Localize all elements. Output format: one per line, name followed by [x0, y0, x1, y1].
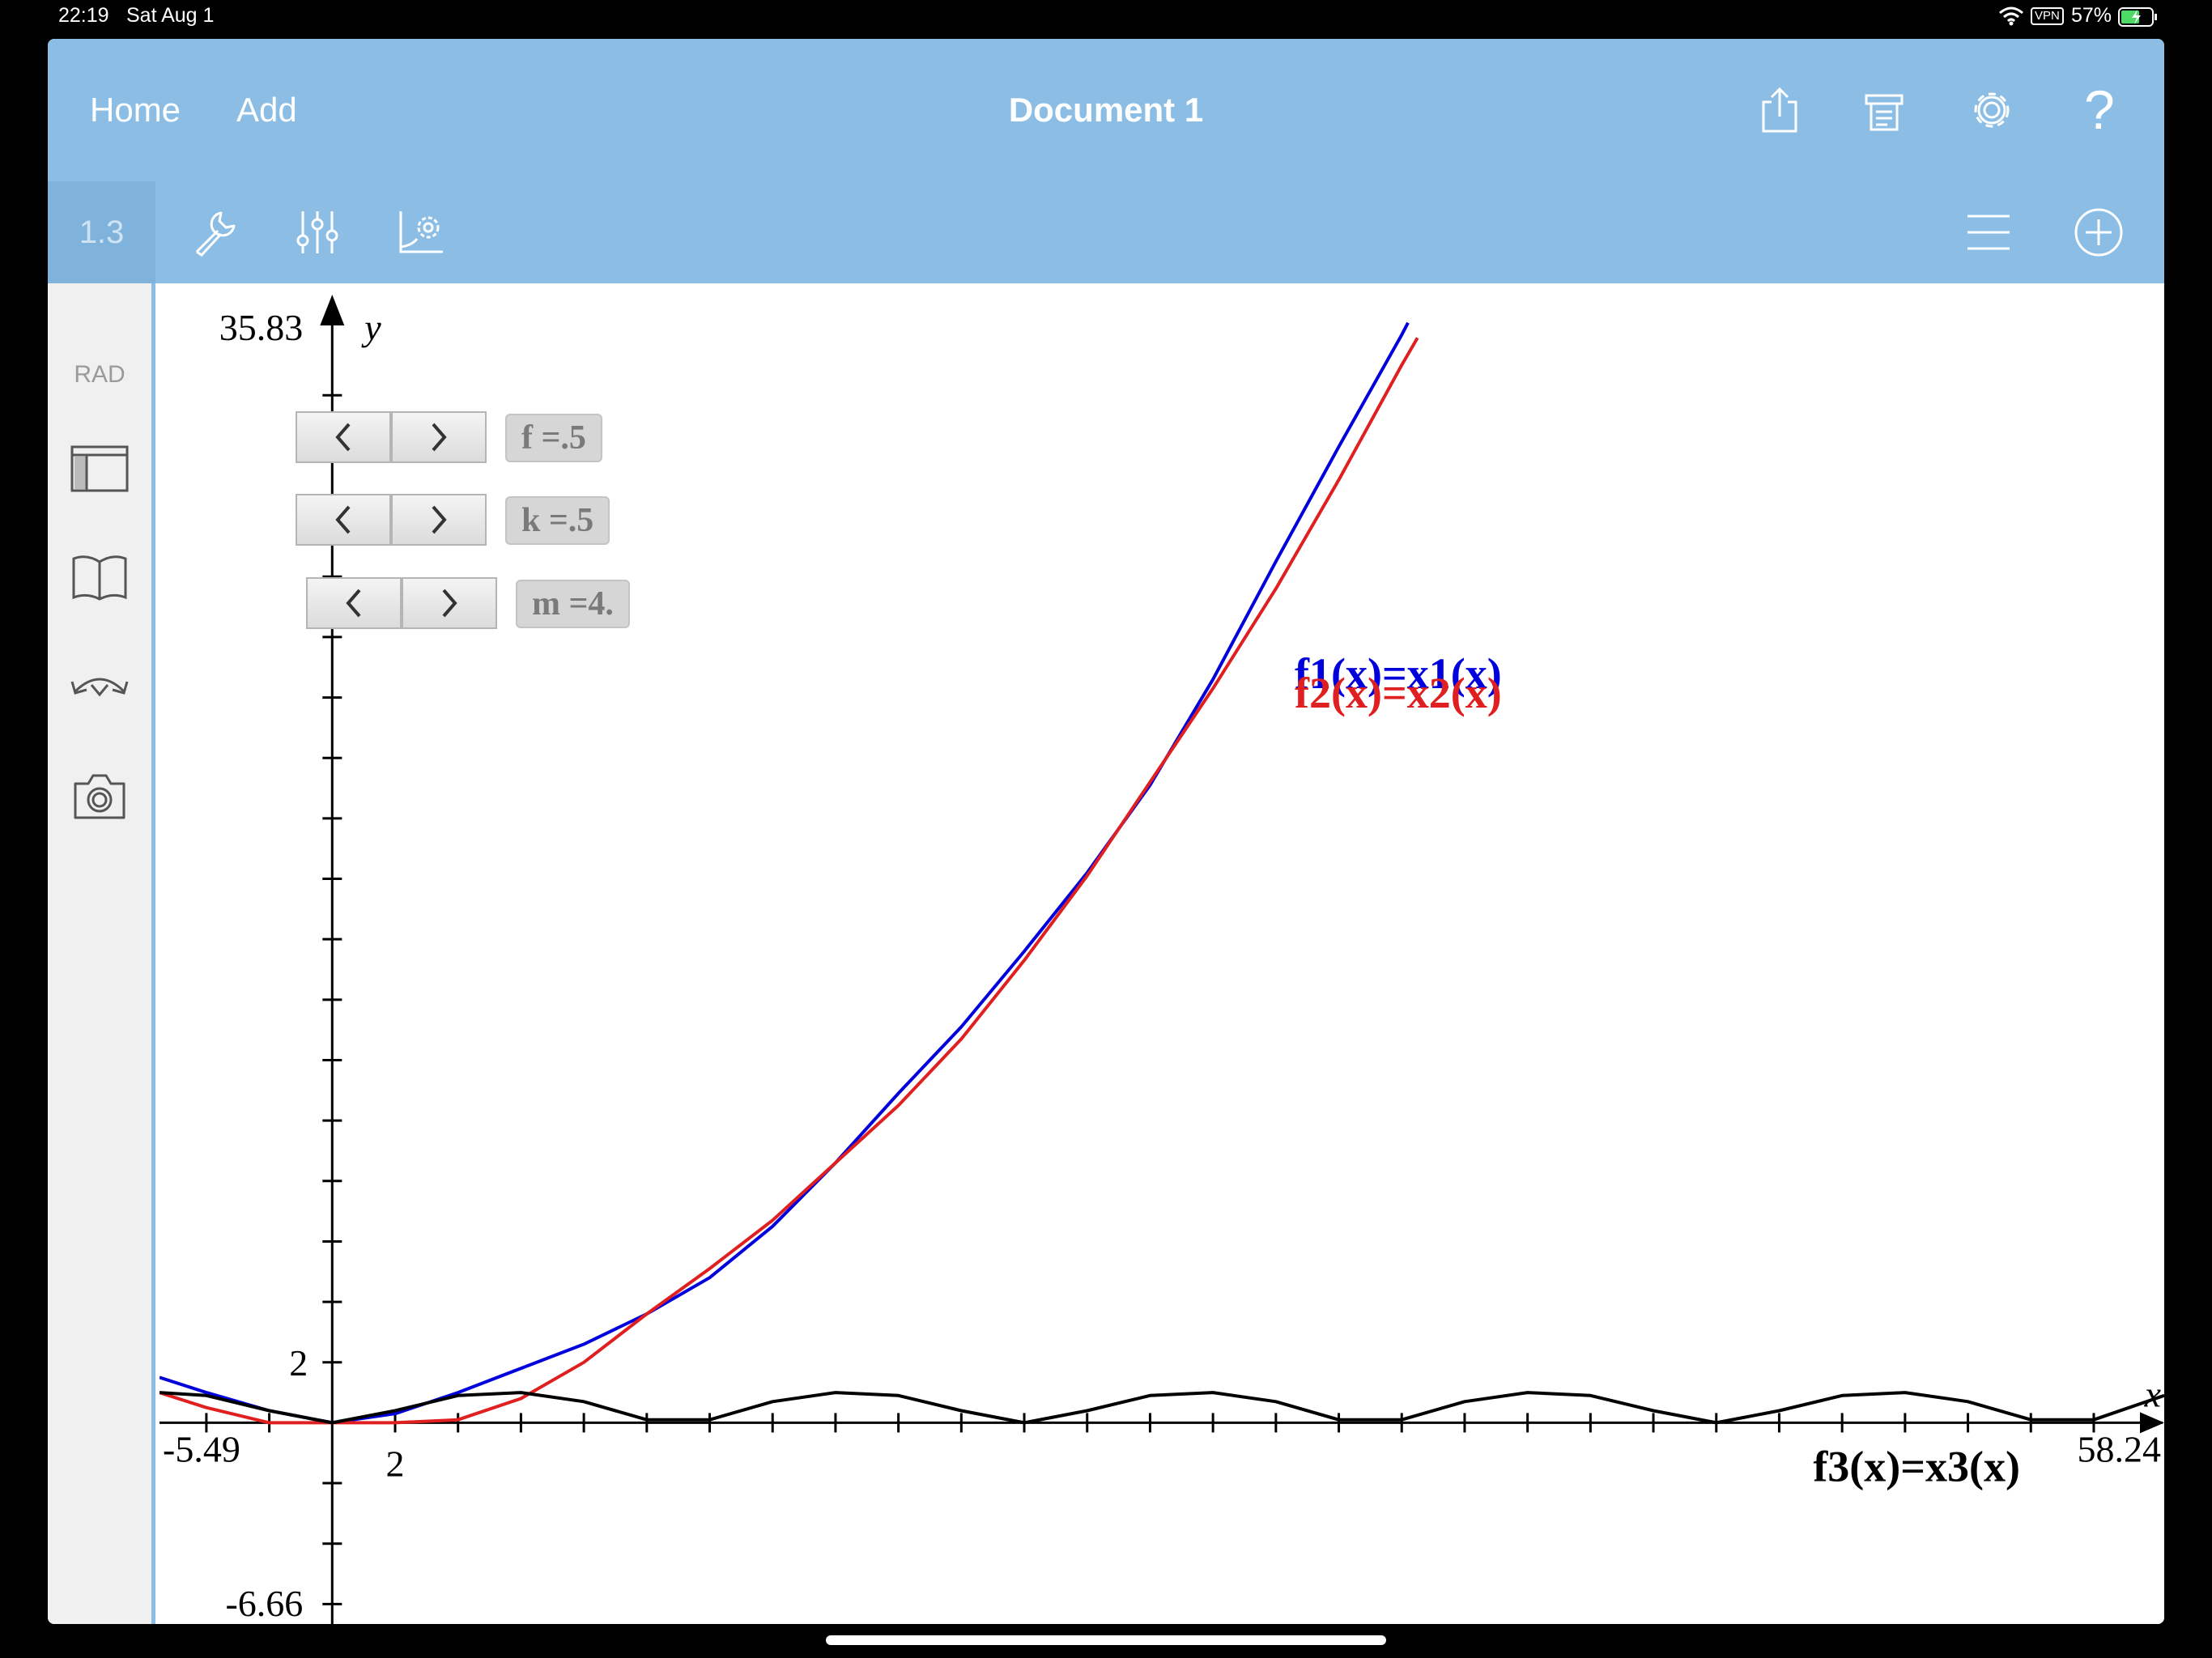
slider-k-increase-button[interactable] — [391, 494, 487, 546]
x-max-label: 58.24 — [2078, 1428, 2162, 1469]
f1-label: f1(x)=x1(x) — [1295, 649, 1502, 698]
status-date: Sat Aug 1 — [126, 4, 215, 27]
chevron-right-icon — [442, 589, 457, 618]
chevron-right-icon — [432, 505, 447, 534]
slider-k-value: k =.5 — [505, 496, 610, 545]
add-page-icon[interactable] — [2073, 206, 2125, 258]
series-line-f3 — [160, 1391, 2164, 1425]
slider-m-increase-button[interactable] — [402, 577, 497, 629]
chevron-left-icon — [335, 505, 351, 534]
wifi-icon — [1999, 6, 2023, 26]
f3-label: f3(x)=x3(x) — [1813, 1442, 2020, 1490]
document-settings-icon[interactable] — [1858, 84, 1910, 136]
camera-icon[interactable] — [67, 767, 132, 824]
book-icon[interactable] — [67, 549, 132, 606]
y-tick-label: 2 — [289, 1342, 308, 1384]
app-window: Home Add Document 1 ? 1.3 — [48, 39, 2164, 1624]
slider-f-increase-button[interactable] — [391, 411, 487, 463]
toolbar: 1.3 — [48, 181, 2164, 283]
chevron-left-icon — [335, 423, 351, 452]
x-axis-arrow — [2140, 1412, 2164, 1434]
slider-k-decrease-button[interactable] — [296, 494, 391, 546]
slider-m: m =4. — [306, 577, 662, 631]
y-min-label: -6.66 — [225, 1583, 303, 1624]
chevron-left-icon — [346, 589, 361, 618]
page-indicator[interactable]: 1.3 — [48, 181, 155, 283]
slider-f: f =.5 — [296, 411, 636, 465]
slider-m-value: m =4. — [516, 580, 630, 628]
y-axis-label: y — [361, 307, 381, 348]
add-button[interactable]: Add — [236, 91, 297, 129]
table-view-icon[interactable] — [67, 440, 132, 497]
graph-settings-icon[interactable] — [394, 206, 446, 258]
series-line-f1 — [160, 321, 1410, 1425]
gear-icon[interactable] — [1966, 84, 2018, 136]
wrench-icon[interactable] — [189, 206, 240, 258]
y-max-label: 35.83 — [219, 307, 304, 348]
document-title: Document 1 — [1008, 91, 1204, 129]
home-button[interactable]: Home — [90, 91, 181, 129]
slider-m-decrease-button[interactable] — [306, 577, 402, 629]
graph-area[interactable]: 35.83 y -6.66 -5.49 58.24 x 2 2 f1(x)=x1(x) f2(x)… — [160, 283, 2164, 1624]
slider-f-decrease-button[interactable] — [296, 411, 391, 463]
graph-canvas[interactable]: 35.83 y -6.66 -5.49 58.24 x 2 2 f1(x)=x1(x)f2(x)… — [160, 283, 2164, 1624]
menu-icon[interactable] — [1963, 206, 2014, 258]
f2-label: f2(x)=x2(x) — [1295, 669, 1502, 717]
y-axis-arrow — [320, 295, 345, 325]
share-icon[interactable] — [1754, 84, 1806, 136]
header-bar: Home Add Document 1 ? — [48, 39, 2164, 181]
help-icon[interactable]: ? — [2084, 79, 2115, 141]
sliders-icon[interactable] — [291, 206, 343, 258]
status-time: 22:19 — [58, 4, 109, 27]
home-indicator[interactable] — [826, 1635, 1386, 1645]
battery-icon — [2118, 7, 2157, 27]
undo-redo-icon[interactable] — [67, 656, 132, 712]
slider-k: k =.5 — [296, 494, 636, 547]
battery-percent: 57% — [2071, 4, 2112, 27]
angle-mode-indicator: RAD — [74, 361, 125, 388]
series-line-f2 — [160, 337, 1419, 1425]
x-min-label: -5.49 — [163, 1428, 240, 1469]
slider-f-value: f =.5 — [505, 414, 602, 462]
sidebar: RAD — [48, 283, 155, 1624]
status-bar: 22:19 Sat Aug 1 VPN 57% — [0, 0, 2212, 36]
x-axis-label: x — [2144, 1373, 2162, 1414]
x-tick-label: 2 — [385, 1443, 404, 1484]
vpn-badge: VPN — [2031, 7, 2064, 25]
chevron-right-icon — [432, 423, 447, 452]
